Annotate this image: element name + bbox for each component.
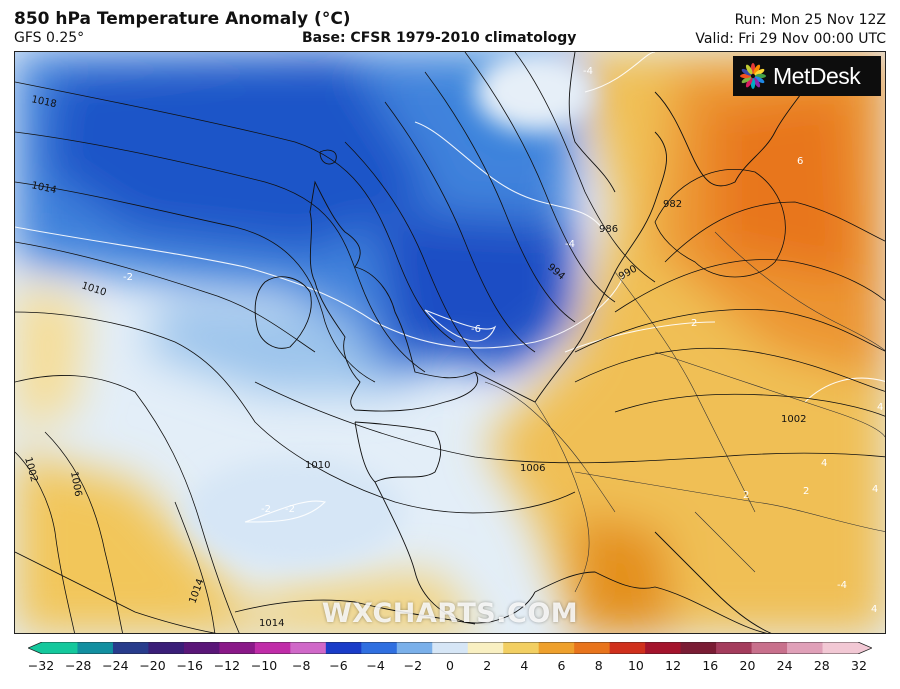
isobar-label: 1014 [259, 618, 284, 629]
isobar-label: 1010 [305, 460, 330, 471]
colorbar-segment [645, 642, 682, 654]
map-title: 850 hPa Temperature Anomaly (°C) [14, 9, 351, 29]
run-time-label: Run: Mon 25 Nov 12Z [734, 12, 886, 28]
colorbar-segment [290, 642, 327, 654]
colorbar-tick-label: −4 [366, 658, 385, 673]
colorbar-tick-label: 28 [813, 658, 830, 673]
valid-time-label: Valid: Fri 29 Nov 00:00 UTC [695, 31, 886, 47]
logo-ray [753, 77, 761, 88]
isotherm-label: -4 [583, 66, 593, 77]
climatology-base-label: Base: CFSR 1979-2010 climatology [302, 30, 577, 46]
logo-ray [741, 68, 752, 76]
colorbar-segment [680, 642, 717, 654]
isotherm-label: -4 [837, 580, 847, 591]
country-borders [484, 231, 885, 593]
anomaly-fill [15, 52, 885, 633]
colorbar-tick-label: 12 [665, 658, 682, 673]
isotherm-label: 6 [797, 156, 803, 167]
logo-ray [745, 64, 753, 75]
colorbar-segment [148, 642, 185, 654]
colorbar-tick-label: 32 [851, 658, 867, 673]
isotherm-label: 4 [821, 458, 827, 469]
colorbar-tick-label: 20 [739, 658, 756, 673]
isobar-label: 1018 [30, 94, 57, 110]
colorbar-segment [787, 642, 824, 654]
colorbar-tick-label: −8 [292, 658, 311, 673]
anomaly-colorbar [28, 642, 872, 654]
colorbar-tick-label: 0 [446, 658, 454, 673]
isotherm-label: -4 [565, 239, 575, 250]
colorbar-segment [467, 642, 504, 654]
isobars [15, 52, 885, 633]
colorbar-tick-label: −10 [250, 658, 278, 673]
isotherm-label: -2 [123, 272, 133, 283]
isotherm-label: -2 [285, 504, 295, 515]
colorbar-segment [716, 642, 753, 654]
logo-ray [741, 76, 752, 84]
colorbar-segment [538, 642, 575, 654]
colorbar-segment [254, 642, 291, 654]
colorbar-tick-label: −20 [139, 658, 166, 673]
logo-ray [754, 76, 765, 84]
colorbar-tick-label: −32 [27, 658, 55, 673]
colorbar-segment [609, 642, 646, 654]
isotherm-label: 2 [691, 318, 697, 329]
colorbar-max-arrow [858, 642, 872, 654]
colorbar-segment [574, 642, 611, 654]
colorbar-segment [503, 642, 540, 654]
colorbar-tick-label: 16 [702, 658, 719, 673]
colorbar-tick-label: −28 [64, 658, 92, 673]
colorbar-tick-labels: −32 −28 −24 −20 −16 −12 −10 −8 −6 −4 −2 0 2 4 6 8 10 12 16… [0, 658, 900, 678]
isobar-label: 1006 [68, 471, 83, 498]
colorbar-tick-label: −12 [213, 658, 241, 673]
metdesk-logo: MetDesk [733, 56, 881, 96]
colorbar-segment [183, 642, 220, 654]
colorbar-segment [432, 642, 469, 654]
model-label: GFS 0.25° [14, 30, 85, 46]
isotherm-label: -6 [471, 324, 481, 335]
isobar-label: 1014 [30, 180, 57, 196]
isotherm-label: 4 [877, 402, 883, 413]
temperature-anomaly-map: 1018 1014 1010 1002 1006 1010 1006 1014 … [14, 51, 886, 634]
sunburst-logo-icon [740, 63, 766, 89]
colorbar-tick-label: −2 [403, 658, 423, 673]
colorbar-tick-label: −6 [329, 658, 348, 673]
colorbar-tick-label: 24 [776, 658, 793, 673]
colorbar-tick-label: 10 [627, 658, 644, 673]
isotherm-label: 2 [803, 486, 809, 497]
isobar-label: 1006 [520, 463, 545, 474]
colorbar-tick-label: −24 [102, 658, 129, 673]
map-canvas: 1018 1014 1010 1002 1006 1010 1006 1014 … [15, 52, 885, 633]
wxcharts-watermark: WXCHARTS.COM [321, 598, 579, 629]
isotherm-label: 4 [872, 484, 878, 495]
isobar-label: 986 [599, 224, 618, 235]
colorbar-segment [751, 642, 788, 654]
colorbar-tick-label: 8 [594, 658, 603, 673]
logo-ray [745, 77, 753, 88]
isobar-label: 982 [663, 199, 682, 210]
colorbar-min-arrow [28, 642, 42, 654]
isotherm-label: -2 [261, 504, 271, 515]
isotherm-labels: -2 -6 -4 -4 -2 -2 2 2 4 4 -4 4 2 4 6 [123, 66, 883, 615]
colorbar-segment [361, 642, 398, 654]
colorbar-tick-label: 4 [520, 658, 529, 673]
colorbar-segment [822, 642, 859, 654]
colorbar-tick-label: 2 [483, 658, 492, 673]
colorbar-segment [112, 642, 149, 654]
isotherm-contours [15, 52, 885, 523]
logo-ray [753, 64, 761, 75]
logo-ray [754, 68, 765, 76]
isotherm-label: 4 [871, 604, 877, 615]
colorbar-tick-label: −16 [176, 658, 203, 673]
colorbar-segment [42, 642, 78, 654]
isotherm-label: 2 [743, 490, 749, 501]
colorbar-tick-label: 6 [557, 658, 566, 673]
colorbar-segment [77, 642, 114, 654]
colorbar-segment [396, 642, 433, 654]
logo-text: MetDesk [773, 62, 861, 89]
isobar-label: 1002 [781, 414, 806, 425]
colorbar-segment [325, 642, 362, 654]
coastlines [15, 52, 816, 633]
colorbar-segment [219, 642, 256, 654]
